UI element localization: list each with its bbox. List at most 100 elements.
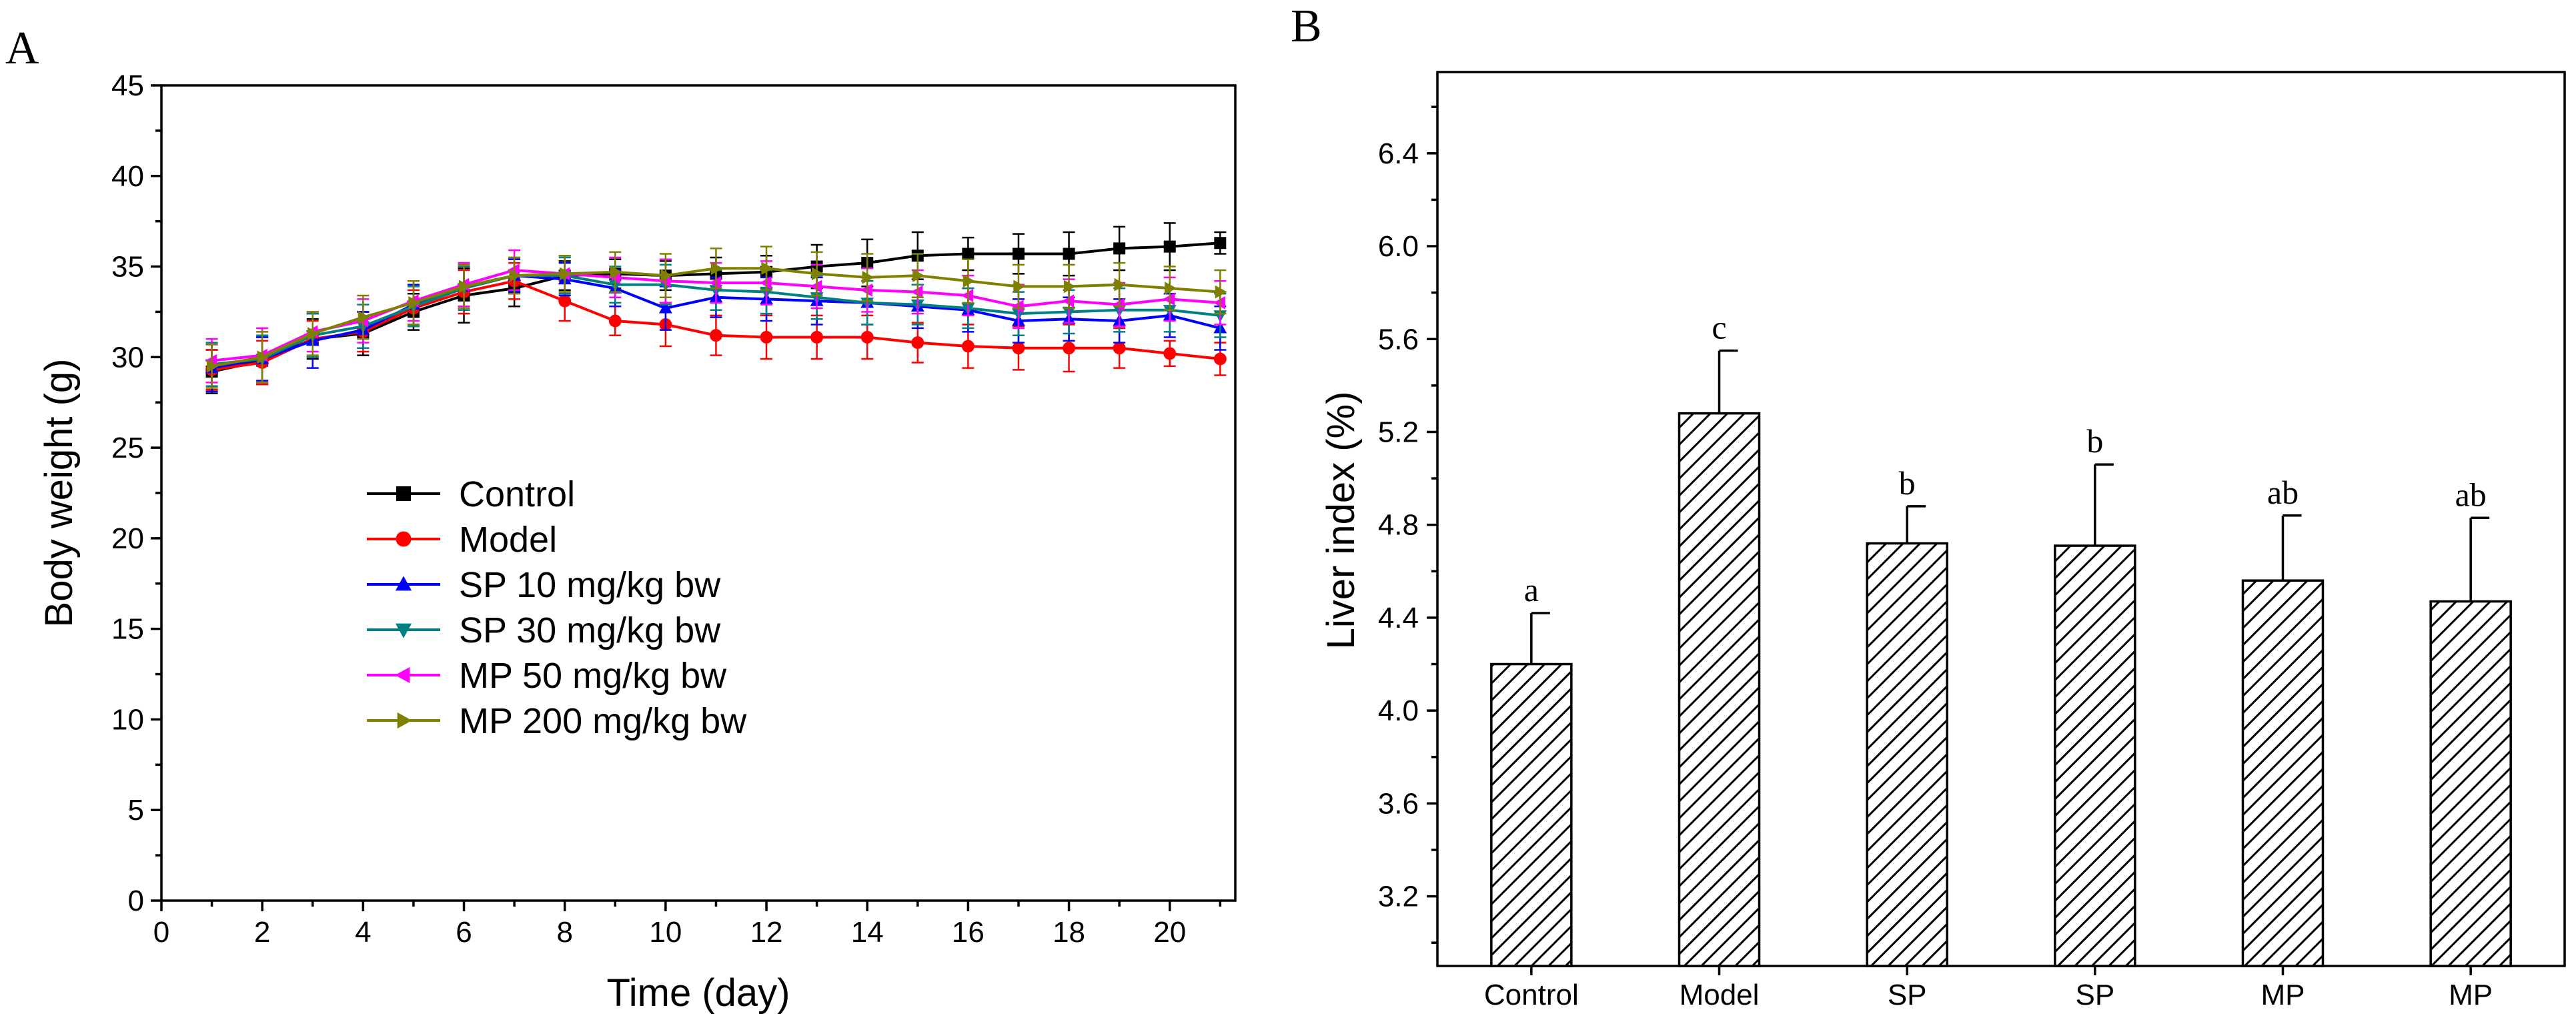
b-y-tick-label: 6.0 xyxy=(1378,230,1419,263)
bar-group-5: ab xyxy=(2429,476,2512,967)
data-point xyxy=(760,331,773,344)
significance-letter: b xyxy=(1899,464,1916,502)
bar-group-2: b xyxy=(1866,464,1948,967)
b-x-tick-label: SP xyxy=(1888,979,1927,1011)
data-point xyxy=(1062,294,1075,308)
b-y-tick-label: 3.2 xyxy=(1378,881,1419,913)
data-point xyxy=(860,331,874,344)
b-x-tick-label-line2: 50 mg/kg bw xyxy=(2200,1012,2367,1014)
data-point xyxy=(810,280,822,294)
data-point xyxy=(558,294,572,308)
legend-marker xyxy=(396,531,412,547)
data-point xyxy=(1163,292,1175,306)
bar xyxy=(2054,544,2136,967)
a-x-tick-label: 6 xyxy=(456,916,472,949)
data-point xyxy=(1012,342,1025,355)
legend-marker xyxy=(395,666,410,684)
chart-a-series xyxy=(205,222,1227,394)
b-x-tick-label: MP xyxy=(2449,979,2493,1011)
bar-group-1: c xyxy=(1678,309,1761,967)
b-y-tick-label: 6.4 xyxy=(1378,137,1419,170)
significance-letter: a xyxy=(1524,571,1539,608)
data-point xyxy=(761,262,774,276)
data-point xyxy=(408,296,421,310)
bar-group-4: ab xyxy=(2241,474,2325,967)
data-point xyxy=(962,247,975,260)
b-x-tick-label: SP xyxy=(2075,979,2114,1011)
a-x-tick-label: 20 xyxy=(1153,916,1186,949)
significance-letter: c xyxy=(1712,309,1726,346)
data-point xyxy=(1165,282,1177,296)
bar xyxy=(1678,412,1761,967)
a-x-tick-label: 12 xyxy=(750,916,783,949)
data-point xyxy=(860,283,872,297)
legend-label: SP 30 mg/kg bw xyxy=(459,610,721,650)
data-point xyxy=(810,331,824,344)
legend-marker xyxy=(395,576,412,591)
series-5 xyxy=(205,245,1227,389)
data-point xyxy=(1163,240,1176,253)
data-point xyxy=(1113,242,1126,255)
chart-b-y-ticks: 3.2 3.6 4.0 4.4 4.8 5.2 5.6 6.0 6.4 xyxy=(1378,105,1437,944)
data-point xyxy=(811,267,824,281)
data-point xyxy=(710,329,722,342)
data-point xyxy=(710,262,723,276)
bar xyxy=(2429,600,2512,967)
legend-label: Control xyxy=(459,474,575,514)
b-x-tick-label-line2: 30 mg/kg bw xyxy=(2012,1012,2178,1014)
data-point xyxy=(560,267,572,281)
data-point xyxy=(1213,296,1225,310)
b-x-tick-label: MP xyxy=(2261,979,2305,1011)
b-y-tick-label: 5.2 xyxy=(1378,416,1419,448)
legend-item-0: Control xyxy=(367,474,575,514)
data-point xyxy=(1011,300,1024,314)
b-x-tick-label-line2: 10 mg/kg bw xyxy=(1824,1012,1990,1014)
bar-group-0: a xyxy=(1490,571,1573,967)
data-point xyxy=(1012,247,1025,260)
data-point xyxy=(709,276,722,290)
a-y-tick-label: 35 xyxy=(111,251,144,284)
chart-b: 3.2 3.6 4.0 4.4 4.8 5.2 5.6 6.0 6.4 a c b b ab ab Con… xyxy=(1319,71,2566,1014)
a-x-tick-label: 18 xyxy=(1053,916,1085,949)
bar-group-3: b xyxy=(2054,422,2136,967)
data-point xyxy=(1214,237,1227,249)
a-y-tick-label: 15 xyxy=(111,613,144,646)
b-y-tick-label: 5.6 xyxy=(1378,323,1419,356)
bar xyxy=(1866,542,1948,967)
a-y-tick-label: 20 xyxy=(111,522,144,555)
data-point xyxy=(1114,278,1127,292)
b-y-tick-label: 3.6 xyxy=(1378,787,1419,820)
legend-marker xyxy=(395,623,412,638)
b-x-tick-label-line2: 200 mg/kg bw xyxy=(2379,1012,2562,1014)
legend-marker xyxy=(396,486,411,501)
data-point xyxy=(1013,280,1026,294)
a-y-tick-label: 30 xyxy=(111,341,144,374)
b-y-tick-label: 4.8 xyxy=(1378,509,1419,542)
data-point xyxy=(1163,347,1177,360)
data-point xyxy=(307,327,320,340)
data-point xyxy=(608,314,622,328)
data-point xyxy=(961,289,974,302)
legend-label: MP 200 mg/kg bw xyxy=(459,701,747,741)
data-point xyxy=(1113,342,1126,355)
legend-item-4: MP 50 mg/kg bw xyxy=(367,656,727,696)
significance-letter: b xyxy=(2086,422,2103,460)
data-point xyxy=(1063,342,1076,355)
data-point xyxy=(962,274,975,288)
data-point xyxy=(862,270,874,284)
data-point xyxy=(1112,298,1125,312)
legend-marker xyxy=(397,712,412,729)
bar xyxy=(2241,579,2325,967)
a-y-tick-label: 5 xyxy=(128,794,144,827)
a-x-tick-label: 2 xyxy=(254,916,270,949)
significance-letter: ab xyxy=(2455,476,2487,513)
data-point xyxy=(257,350,269,364)
panel-b-label: B xyxy=(1291,1,1322,52)
chart-a-plot-area xyxy=(160,84,1237,902)
b-x-tick-label: Model xyxy=(1680,979,1760,1011)
a-y-tick-label: 10 xyxy=(111,703,144,736)
a-y-tick-label: 25 xyxy=(111,432,144,464)
data-point xyxy=(660,269,673,283)
b-x-tick-label: Control xyxy=(1484,979,1579,1011)
